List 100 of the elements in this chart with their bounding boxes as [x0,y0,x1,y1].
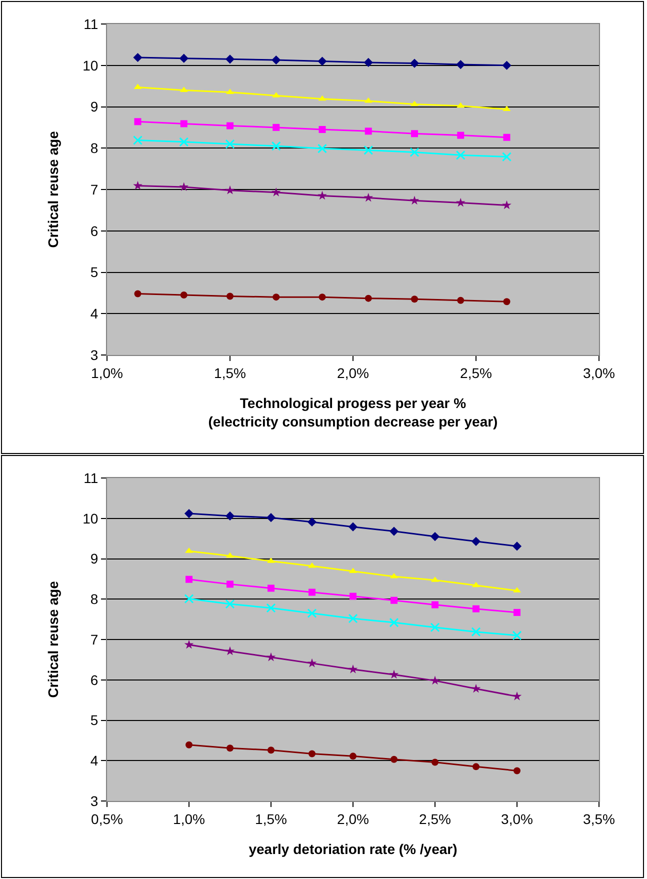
y-tick-label: 5 [90,712,98,728]
point [186,741,192,748]
point [456,102,465,108]
x-tick-label: 0,5% [91,810,123,827]
point [456,150,466,160]
point [390,596,398,604]
point [364,58,373,68]
x-axis-title: yearly detoriation rate (% /year) [248,841,458,858]
x-tick-label: 3,5% [583,810,615,827]
point [133,52,142,62]
y-tick-label: 5 [90,264,98,280]
y-tick-label: 10 [82,510,98,526]
point [390,756,398,763]
point [307,608,317,618]
point [503,134,510,141]
point [184,640,194,649]
point [226,122,234,130]
x-tick-label: 2,5% [460,364,492,381]
x-axis-title: Technological progess per year % (electricity consumption decrease per year) [208,395,498,430]
point [184,594,194,604]
point [318,190,327,200]
y-tick-label: 11 [84,16,98,32]
x-tick-label: 1,5% [255,810,287,827]
point [133,136,142,146]
point [184,508,194,518]
x-tick-label: 2,0% [337,364,369,381]
y-tick-label: 4 [90,752,98,769]
point [432,758,438,766]
point [410,58,420,68]
point [226,292,234,300]
y-tick-label: 9 [90,98,98,115]
point [430,532,440,542]
point [307,658,317,668]
point [512,542,522,551]
point [430,676,440,685]
point [179,137,189,147]
point [456,60,466,70]
x-tick-label: 1,5% [214,364,246,381]
point [307,517,317,527]
point [226,744,234,752]
point [318,56,327,66]
y-tick-label: 9 [90,550,98,567]
point [272,124,280,131]
point [410,196,420,205]
point [456,198,466,207]
point [225,511,235,520]
y-tick-label: 8 [90,591,98,608]
point [364,192,374,202]
point [134,290,142,298]
x-tick-label: 3,0% [501,810,533,827]
point [432,601,438,608]
point [268,584,274,592]
point [266,652,276,662]
point [350,752,356,760]
point [502,200,512,210]
x-tick-label: 1,0% [173,810,205,827]
point [411,296,418,303]
point [514,767,520,774]
y-tick-label: 6 [90,672,98,688]
point [179,54,188,63]
point [364,97,372,103]
point [348,614,358,624]
point [134,118,142,126]
point [503,298,510,306]
point [272,294,280,301]
point [471,536,481,546]
point [472,763,480,770]
point [471,684,481,693]
point [271,188,281,196]
y-tick-label: 8 [90,140,98,156]
point [318,144,327,154]
point [225,139,235,149]
x-tick-label: 2,0% [337,810,369,827]
point [308,750,316,758]
point [266,603,276,613]
point [225,54,235,64]
point [179,182,189,191]
point [225,599,235,609]
y-tick-label: 10 [82,57,98,74]
y-tick-label: 3 [90,792,98,809]
point [180,292,188,299]
x-tick-label: 3,0% [583,364,615,381]
point [348,522,358,532]
point [266,513,276,522]
point [226,580,234,588]
point [180,120,188,128]
y-tick-label: 4 [90,306,98,322]
y-tick-label: 3 [90,346,98,363]
point [512,692,522,700]
point [410,148,420,158]
point [502,60,512,70]
point [430,622,440,632]
x-tick-label: 1,0% [91,364,123,381]
point [457,132,464,139]
point [502,152,512,162]
point [512,630,522,640]
point [411,130,418,138]
point [514,608,520,616]
y-axis-title: Critical reuse age [45,580,62,698]
point [472,605,480,612]
